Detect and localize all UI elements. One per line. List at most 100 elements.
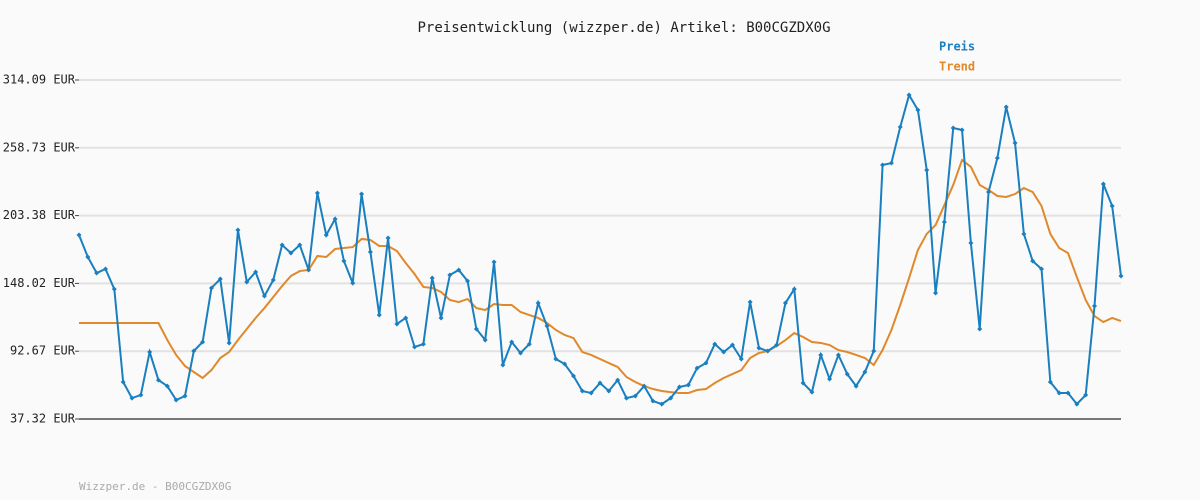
point-marker: [76, 232, 82, 238]
point-marker: [323, 232, 329, 238]
point-marker: [544, 323, 550, 329]
point-marker: [182, 393, 188, 399]
point-marker: [367, 249, 373, 255]
y-tick-label: 203.38 EUR: [3, 208, 76, 222]
point-marker: [571, 373, 577, 379]
point-marker: [1047, 379, 1053, 385]
point-marker: [332, 216, 338, 222]
point-marker: [994, 155, 1000, 161]
point-marker: [721, 349, 727, 355]
point-marker: [835, 352, 841, 358]
point-marker: [862, 369, 868, 375]
point-marker: [456, 267, 462, 273]
legend-entry: Trend: [939, 60, 975, 74]
point-marker: [579, 388, 585, 394]
point-marker: [676, 384, 682, 390]
point-marker: [950, 125, 956, 131]
point-marker: [94, 270, 100, 276]
point-marker: [959, 127, 965, 133]
point-marker: [235, 227, 241, 233]
point-marker: [85, 254, 91, 260]
y-tick-label: 314.09 EUR: [3, 73, 76, 87]
point-marker: [553, 356, 559, 362]
point-marker: [341, 258, 347, 264]
point-marker: [1083, 392, 1089, 398]
legend-entry: Preis: [939, 40, 975, 54]
point-marker: [685, 382, 691, 388]
point-marker: [420, 341, 426, 347]
point-marker: [641, 383, 647, 389]
point-marker: [632, 393, 638, 399]
point-marker: [774, 342, 780, 348]
point-marker: [1109, 203, 1115, 209]
point-marker: [897, 124, 903, 130]
point-marker: [147, 349, 153, 355]
point-marker: [129, 395, 135, 401]
point-marker: [253, 269, 259, 275]
point-marker: [968, 240, 974, 246]
point-marker: [827, 376, 833, 382]
y-tick-label: 92.67 EUR: [10, 344, 76, 358]
point-marker: [880, 162, 886, 168]
point-marker: [986, 189, 992, 195]
point-marker: [1065, 390, 1071, 396]
point-marker: [818, 352, 824, 358]
point-marker: [756, 345, 762, 351]
point-marker: [429, 275, 435, 281]
point-marker: [1100, 181, 1106, 187]
point-marker: [853, 383, 859, 389]
point-marker: [659, 401, 665, 407]
y-tick-label: 148.02 EUR: [3, 276, 76, 290]
point-marker: [871, 348, 877, 354]
point-marker: [155, 377, 161, 383]
point-marker: [526, 341, 532, 347]
point-marker: [623, 395, 629, 401]
point-marker: [694, 365, 700, 371]
point-marker: [500, 362, 506, 368]
point-marker: [306, 267, 312, 273]
point-marker: [800, 380, 806, 386]
point-marker: [208, 285, 214, 291]
point-marker: [915, 107, 921, 113]
point-marker: [412, 344, 418, 350]
point-marker: [518, 350, 524, 356]
point-marker: [809, 389, 815, 395]
point-marker: [765, 348, 771, 354]
point-marker: [200, 339, 206, 345]
point-marker: [1030, 258, 1036, 264]
point-marker: [394, 321, 400, 327]
point-marker: [270, 277, 276, 283]
point-marker: [359, 191, 365, 197]
point-marker: [668, 395, 674, 401]
point-marker: [350, 280, 356, 286]
point-marker: [747, 299, 753, 305]
point-marker: [279, 242, 285, 248]
point-marker: [782, 300, 788, 306]
point-marker: [703, 360, 709, 366]
point-marker: [712, 341, 718, 347]
point-marker: [588, 390, 594, 396]
point-marker: [447, 272, 453, 278]
point-marker: [509, 339, 515, 345]
point-marker: [888, 160, 894, 166]
point-marker: [1092, 303, 1098, 309]
point-marker: [120, 379, 126, 385]
point-marker: [191, 348, 197, 354]
point-marker: [738, 356, 744, 362]
point-marker: [111, 286, 117, 292]
point-marker: [314, 190, 320, 196]
point-marker: [791, 286, 797, 292]
footer: Wizzper.de - B00CGZDX0G: [79, 480, 231, 493]
point-marker: [138, 392, 144, 398]
point-marker: [1074, 401, 1080, 407]
y-tick-label: 258.73 EUR: [3, 140, 76, 154]
point-marker: [473, 326, 479, 332]
point-marker: [729, 342, 735, 348]
point-marker: [924, 167, 930, 173]
y-tick-label: 37.32 EUR: [10, 412, 76, 426]
point-marker: [1039, 266, 1045, 272]
point-marker: [844, 371, 850, 377]
point-marker: [465, 278, 471, 284]
